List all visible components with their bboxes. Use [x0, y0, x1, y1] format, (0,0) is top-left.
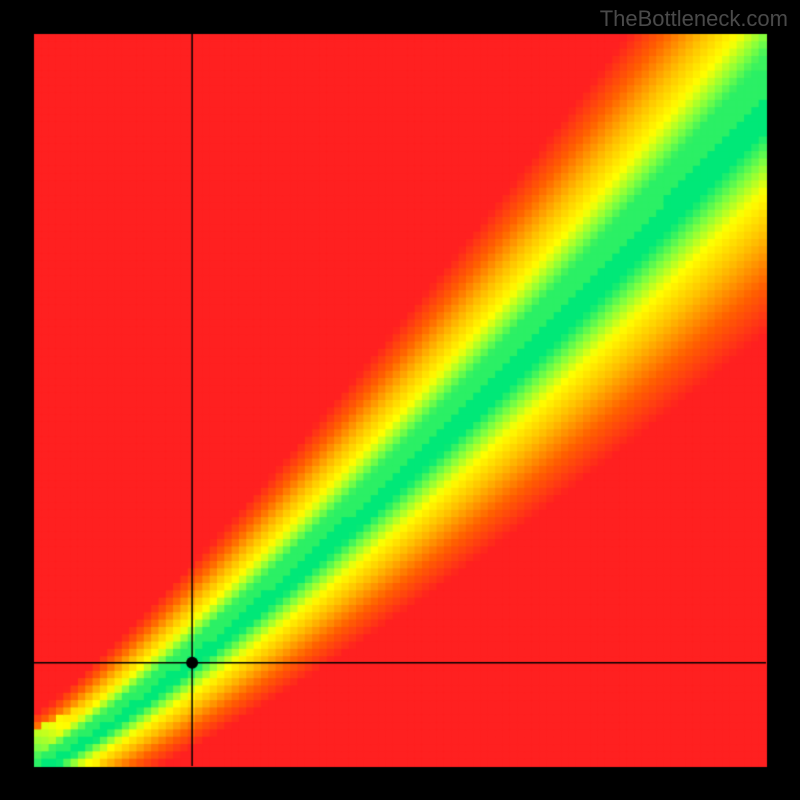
watermark-text: TheBottleneck.com — [600, 6, 788, 32]
chart-container: TheBottleneck.com — [0, 0, 800, 800]
bottleneck-heatmap — [0, 0, 800, 800]
